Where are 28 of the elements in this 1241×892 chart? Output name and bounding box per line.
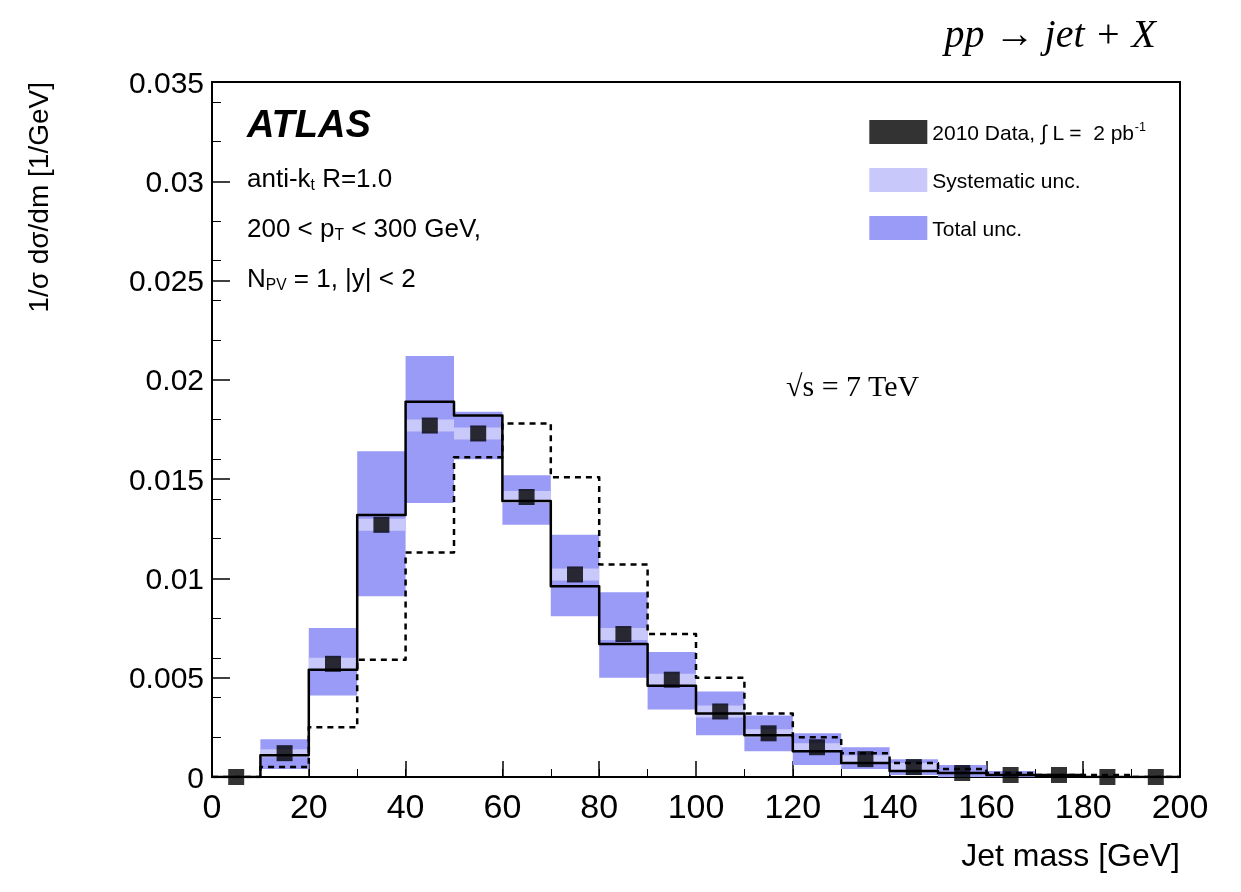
y-tick-label: 0 [187, 760, 204, 794]
annotation: √s = 7 TeV [786, 368, 920, 402]
x-tick-label: 180 [1054, 787, 1112, 825]
y-axis-title: 1/σ dσ/dm [1/GeV] [22, 82, 54, 313]
y-tick-label: 0.015 [128, 462, 204, 496]
x-tick-label: 200 [1151, 787, 1209, 825]
y-tick-label: 0.035 [128, 65, 204, 99]
y-tick-label: 0.03 [145, 164, 204, 198]
y-tick-label: 0.02 [145, 363, 204, 397]
x-tick-label: 40 [386, 787, 425, 825]
x-tick-label: 80 [580, 787, 619, 825]
y-tick-label: 0.005 [128, 661, 204, 695]
x-tick-label: 140 [861, 787, 918, 825]
chart-title: pp → jet + X [941, 10, 1158, 56]
x-tick-label: 60 [483, 787, 522, 825]
legend-label: Systematic unc. [932, 168, 1081, 192]
annotation: ATLAS [246, 103, 371, 145]
y-tick-label: 0.01 [145, 561, 204, 595]
x-axis-title: Jet mass [GeV] [961, 837, 1180, 873]
x-tick-label: 120 [764, 787, 822, 825]
y-tick-label: 0.025 [128, 264, 204, 298]
x-tick-label: 160 [958, 787, 1015, 825]
annotation: anti-kt R=1.0 [247, 163, 393, 193]
annotation: NPV = 1, |y| < 2 [247, 263, 416, 293]
annotation: 200 < pT < 300 GeV, [247, 213, 482, 243]
x-tick-label: 100 [667, 787, 725, 825]
x-tick-label: 20 [289, 787, 328, 825]
legend-label: Total unc. [932, 216, 1023, 240]
